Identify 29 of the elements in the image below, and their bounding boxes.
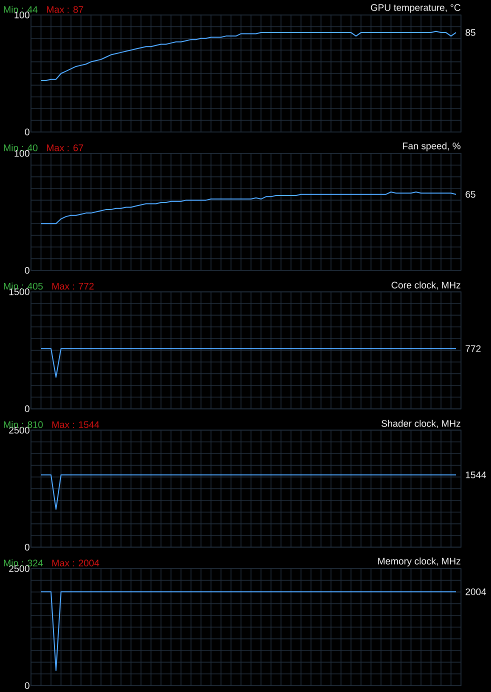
y-tick-label: 2500 [9,565,30,572]
text: Max : 2004 [52,560,100,566]
text: 65 [466,190,476,198]
chart-title: Shader clock, MHz [382,420,460,428]
y-tick-label: 0 [24,267,30,274]
chart-title: Memory clock, MHz [378,558,460,566]
chart-title: Fan speed, % [402,142,460,152]
y-tick-label: 0 [24,682,30,689]
y-tick-label: 100 [14,150,30,157]
y-tick-label: 100 [14,12,30,18]
y-tick-label: 2500 [9,426,30,434]
text: Min : 810 [4,421,43,428]
text: 1544 [466,472,486,478]
text: 2004 [466,588,486,596]
text: 772 [466,345,481,352]
y-tick-label: 0 [24,544,30,551]
text: Min : 40 [4,144,38,152]
text: Max : 772 [52,282,94,290]
text: Min : 324 [4,559,43,566]
chart-title: GPU temperature, °C [370,4,460,13]
text: Max : 67 [47,144,84,152]
y-tick-label: 0 [24,405,30,412]
chart-title: Core clock, MHz [392,281,460,290]
text: 85 [466,29,476,36]
text: Max : 1544 [52,421,100,428]
y-tick-label: 1500 [9,288,30,296]
text: Min : 44 [4,6,38,13]
text: Max : 87 [47,6,84,13]
y-tick-label: 0 [24,128,30,136]
